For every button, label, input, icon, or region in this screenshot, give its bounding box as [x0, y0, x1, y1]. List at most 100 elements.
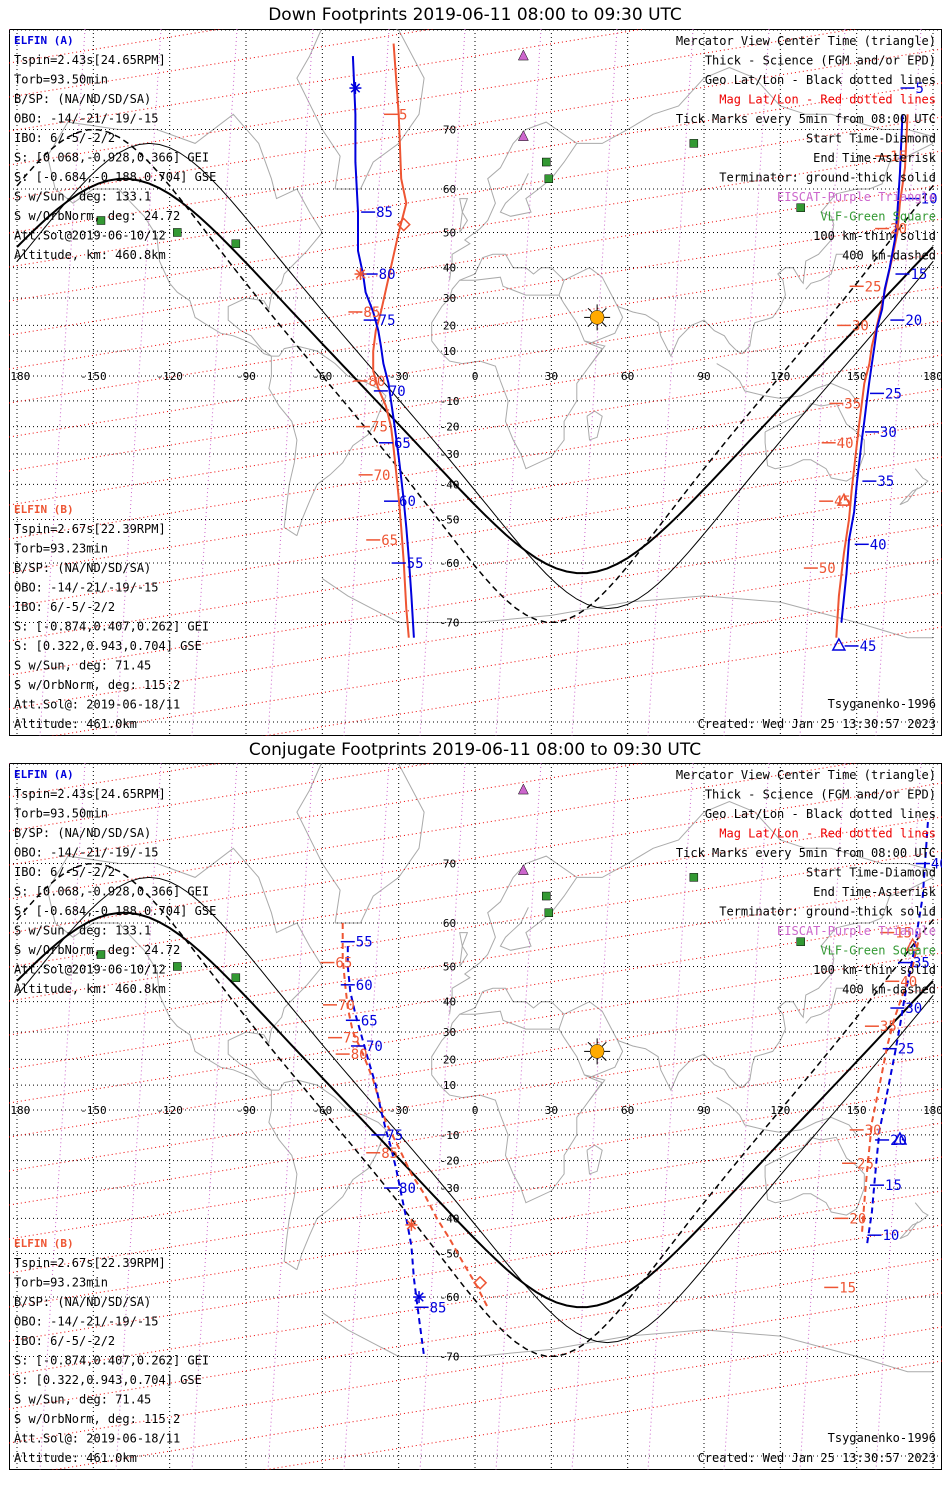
mag-parallel: [9, 918, 942, 1070]
spacecraft-param: Tspin=2.67s[22.39RPM]: [14, 1256, 166, 1270]
mag-parallel: [9, 1156, 942, 1308]
vlf-square: [541, 157, 551, 167]
mag-parallel: [9, 1258, 942, 1410]
tick-label: 15: [890, 149, 907, 165]
elfin-b-center-triangle: [836, 492, 852, 506]
lon-tick-label: 180: [923, 370, 942, 383]
spacecraft-param: OBO: -14/-21/-19/-15: [14, 112, 159, 126]
lon-tick-label: 150: [847, 370, 867, 383]
tick-label: 50: [819, 561, 836, 577]
spacecraft-param: B/SP: (NA/ND/SD/SA): [14, 826, 151, 840]
mag-parallel: [9, 1020, 942, 1172]
lon-tick-label: -180: [9, 1104, 30, 1117]
spacecraft-param: Altitude: 461.0km: [14, 1451, 137, 1465]
axis-labels: -180-150-120-90-60-300306090120150180706…: [9, 124, 942, 630]
spacecraft-param: S: [0.322,0.943,0.704] GSE: [14, 639, 202, 653]
tick-label: 55: [407, 556, 424, 572]
elfin-b-center-triangle: [905, 937, 920, 951]
tick-label: 40: [931, 857, 942, 873]
mag-parallel: [9, 1190, 942, 1342]
tick-label: 25: [857, 1156, 874, 1172]
mag-parallel: [9, 763, 859, 900]
legend-entry: 400 km-dashed: [842, 249, 936, 263]
lat-tick-label: -30: [440, 448, 460, 461]
spacecraft-param: OBO: -14/-21/-19/-15: [14, 846, 159, 860]
legend-entry: EISCAT-Purple Triangle: [777, 924, 936, 938]
spacecraft-param: S w/Sun, deg: 133.1: [14, 190, 151, 204]
mag-parallel: [260, 1360, 942, 1470]
tick-label: 75: [343, 1031, 360, 1047]
spacecraft-param: Tspin=2.67s[22.39RPM]: [14, 522, 166, 536]
asterisk-stroke: [406, 1220, 417, 1230]
legend-entry: Terminator: ground-thick solid: [719, 171, 936, 185]
spacecraft-param: S w/OrbNorm, deg: 24.72: [14, 209, 180, 223]
sun-icon: [584, 1038, 611, 1065]
coastline-0: [47, 113, 323, 357]
spacecraft-param: Torb=93.23min: [14, 1276, 108, 1290]
sun-disk: [589, 1044, 605, 1059]
tick-label: 80: [399, 1181, 416, 1197]
coastline-17: [322, 1312, 933, 1373]
lat-tick-label: 30: [443, 292, 456, 305]
spacecraft-param: S w/OrbNorm, deg: 24.72: [14, 943, 180, 957]
lat-tick-label: -20: [440, 1155, 460, 1168]
vlf-square: [796, 203, 805, 212]
legend-entry: VLF-Green Square: [820, 210, 936, 224]
tick-label: 40: [900, 974, 917, 990]
vlf-square: [96, 950, 106, 959]
vlf-square: [96, 216, 106, 225]
mag-parallel: [9, 354, 942, 506]
lat-tick-label: 60: [443, 917, 456, 930]
lon-tick-label: 0: [472, 1104, 479, 1117]
mag-parallel: [9, 82, 942, 234]
coastline-6: [459, 198, 469, 233]
lon-tick-label: -120: [156, 370, 183, 383]
legend-entry: Start Time-Diamond: [806, 132, 936, 146]
vlf-square: [544, 908, 554, 917]
sun-ray: [601, 1041, 607, 1047]
elfin-b-info: ELFIN (B) Tspin=2.67s[22.39RPM] Torb=93.23…: [14, 503, 209, 731]
tick-label: 65: [361, 1013, 378, 1029]
coastline-3: [268, 1090, 298, 1271]
lon-tick-label: 0: [472, 370, 479, 383]
mag-parallel: [9, 850, 942, 1002]
tick-label: 25: [898, 1042, 915, 1058]
lon-tick-label: -90: [236, 1104, 256, 1117]
created-timestamp: Created: Wed Jan 25 13:30:57 2023: [698, 1451, 936, 1465]
mag-parallel: [9, 422, 942, 574]
sun-disk: [589, 310, 605, 325]
mag-parallel: [9, 782, 942, 934]
elfin-b-track-pacific: [835, 114, 909, 638]
coastlines: [47, 29, 934, 639]
elfin-a-info: ELFIN (A) Tspin=2.43s[24.65RPM] Torb=93.50…: [14, 768, 216, 996]
coastline-8: [459, 987, 565, 1030]
elfin-b-track: [372, 43, 410, 638]
terminator-100km: [16, 142, 934, 610]
lon-tick-label: -30: [389, 1104, 409, 1117]
spacecraft-name: ELFIN (A): [14, 768, 74, 781]
lon-tick-label: -180: [9, 370, 30, 383]
sun-ray: [601, 307, 607, 313]
tick-label: 35: [844, 396, 861, 412]
mag-parallel: [9, 1122, 942, 1274]
spacecraft-param: Att.Sol@: 2019-06-18/11: [14, 1432, 180, 1446]
lon-tick-label: 120: [770, 370, 790, 383]
legend: Mercator View Center Time (triangle) Thic…: [676, 34, 937, 263]
spacecraft-name: ELFIN (A): [14, 34, 74, 47]
tick-label: 25: [885, 386, 902, 402]
mag-parallel: [9, 1088, 942, 1240]
eiscat-triangle: [517, 49, 529, 61]
spacecraft-param: S: [0.068,-0.928,0.366] GEI: [14, 151, 209, 165]
coastline-9: [563, 267, 624, 345]
lon-tick-label: -30: [389, 370, 409, 383]
coastline-10: [617, 142, 934, 358]
legend-entry: Terminator: ground-thick solid: [719, 905, 936, 919]
spacecraft-param: Altitude: 461.0km: [14, 717, 137, 731]
tick-label: 5: [916, 81, 924, 97]
lat-tick-label: -60: [440, 1291, 460, 1304]
spacecraft-param: Torb=93.50min: [14, 807, 108, 821]
tick-label: 75: [371, 420, 388, 436]
tick-label: 10: [882, 1228, 899, 1244]
tick-label: 20: [905, 313, 922, 329]
